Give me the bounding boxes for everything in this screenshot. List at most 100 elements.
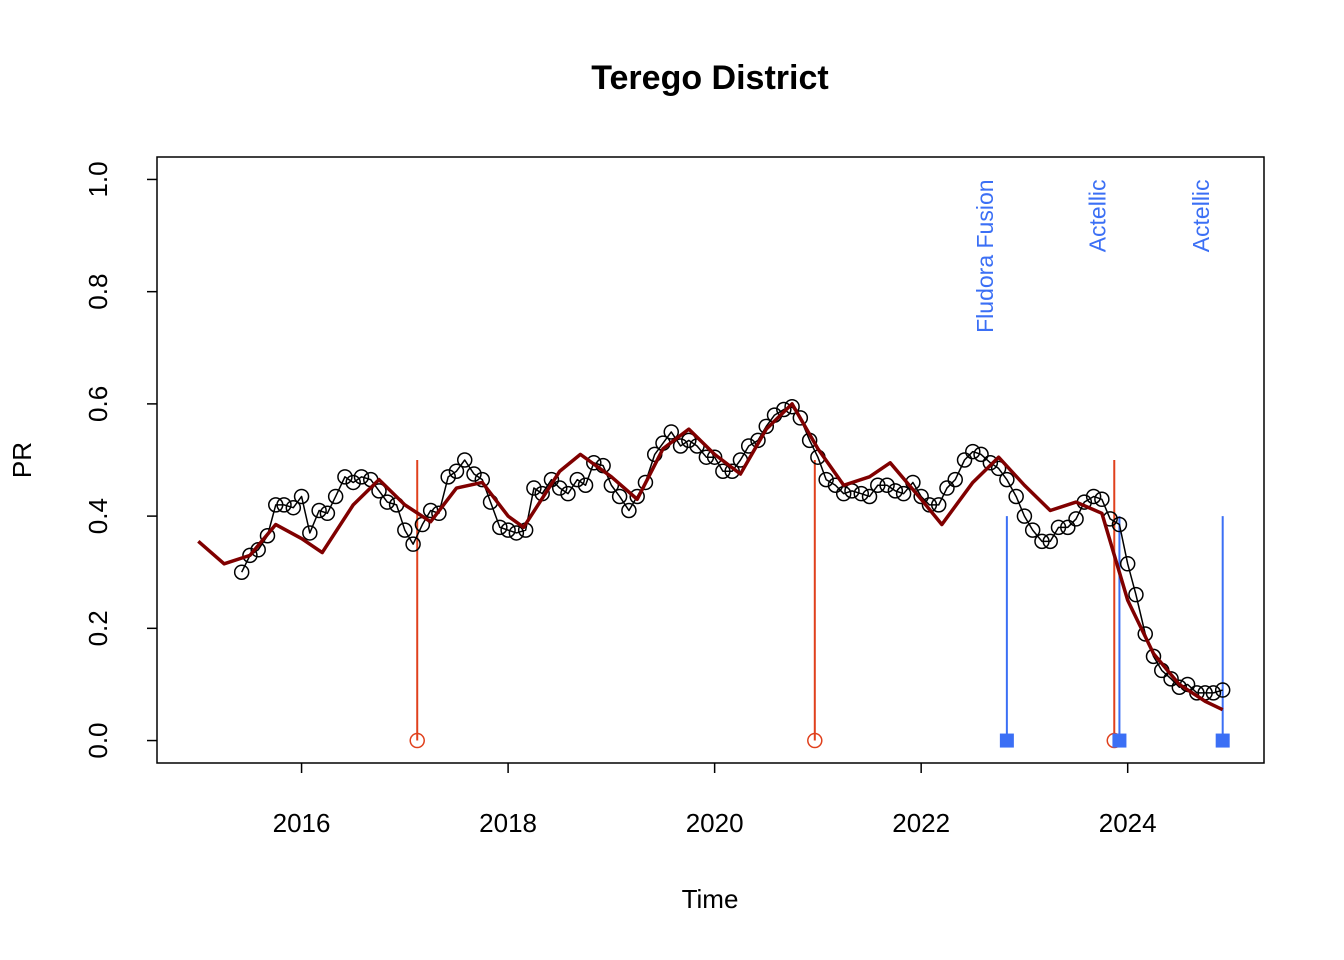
- data-point: [1119, 556, 1136, 572]
- data-point: [947, 471, 963, 488]
- data-point: [1205, 685, 1222, 701]
- data-point: [672, 438, 689, 454]
- data-point: [637, 474, 654, 491]
- y-tick-label: 0.8: [83, 274, 113, 310]
- data-point: [371, 483, 387, 499]
- data-point: [1024, 522, 1041, 538]
- data-point: [1060, 519, 1076, 536]
- data-point: [337, 469, 353, 485]
- data-point: [1085, 488, 1102, 505]
- data-point: [750, 432, 766, 449]
- data-point: [586, 455, 602, 471]
- data-point: [474, 471, 491, 488]
- data-point: [397, 522, 413, 538]
- x-tick-label: 2024: [1099, 808, 1157, 838]
- data-point: [259, 528, 276, 544]
- x-tick-label: 2018: [479, 808, 537, 838]
- y-axis-label: PR: [7, 442, 37, 478]
- data-point: [621, 502, 637, 519]
- data-point: [1008, 488, 1024, 505]
- data-point: [879, 477, 895, 493]
- data-point: [784, 398, 800, 415]
- event-marker: [1112, 733, 1127, 748]
- data-point: [1094, 491, 1110, 508]
- data-point: [250, 542, 266, 558]
- data-point: [973, 446, 989, 463]
- data-point: [526, 480, 542, 496]
- data-point: [861, 488, 878, 505]
- data-point: [560, 485, 576, 502]
- data-point: [353, 469, 370, 485]
- y-tick-label: 0.0: [83, 722, 113, 758]
- x-axis-label: Time: [682, 884, 739, 914]
- data-point: [706, 449, 723, 465]
- data-point: [887, 483, 904, 499]
- data-point: [242, 547, 258, 564]
- data-point: [895, 485, 912, 502]
- data-point: [345, 474, 361, 491]
- data-point: [1128, 586, 1144, 603]
- data-point: [792, 410, 809, 426]
- data-point: [1034, 533, 1050, 550]
- data-point: [448, 463, 465, 479]
- data-point: [327, 488, 344, 505]
- data-point: [990, 460, 1007, 477]
- data-point: [663, 424, 680, 440]
- data-point: [311, 502, 327, 519]
- data-point: [939, 480, 955, 496]
- data-point: [276, 497, 292, 513]
- data-point: [466, 466, 482, 482]
- y-tick-label: 0.2: [83, 610, 113, 646]
- data-point: [569, 471, 586, 488]
- data-point: [1137, 626, 1153, 642]
- data-point: [492, 519, 508, 536]
- data-point: [1050, 519, 1067, 536]
- y-tick-label: 1.0: [83, 161, 113, 197]
- data-point: [715, 463, 731, 479]
- data-point: [982, 455, 999, 471]
- x-tick-label: 2022: [892, 808, 950, 838]
- data-point: [293, 488, 310, 505]
- data-point: [681, 432, 697, 449]
- data-point: [500, 522, 516, 538]
- data-point: [965, 443, 981, 460]
- event-label: Actellic: [1188, 179, 1214, 252]
- data-point: [1042, 533, 1058, 550]
- data-point: [629, 488, 645, 505]
- data-point: [1016, 508, 1033, 524]
- y-tick-label: 0.4: [83, 498, 113, 534]
- event-marker: [807, 732, 823, 749]
- data-point: [930, 497, 947, 513]
- data-point: [853, 485, 870, 502]
- series-line: [241, 405, 1223, 694]
- data-point: [1111, 516, 1128, 533]
- event-marker: [1215, 733, 1230, 748]
- y-tick-label: 0.6: [83, 386, 113, 422]
- data-point: [302, 525, 318, 541]
- data-point: [956, 452, 973, 468]
- data-point: [577, 477, 594, 493]
- event-marker: [409, 732, 425, 749]
- data-point: [319, 505, 336, 522]
- event-label: Fludora Fusion: [972, 179, 998, 332]
- data-point: [508, 525, 525, 541]
- data-point: [379, 494, 396, 510]
- data-point: [1163, 671, 1179, 687]
- data-point: [285, 499, 302, 516]
- event-marker: [999, 733, 1014, 748]
- data-point: [1145, 648, 1162, 665]
- data-point: [999, 471, 1015, 488]
- data-point: [913, 488, 929, 505]
- x-tick-label: 2016: [273, 808, 331, 838]
- data-point: [611, 488, 628, 505]
- plot-frame: [156, 156, 1265, 764]
- data-point: [405, 536, 421, 552]
- data-point: [456, 452, 473, 468]
- series-line: [197, 402, 1224, 712]
- chart-title: Terego District: [591, 59, 828, 97]
- data-point: [870, 477, 886, 493]
- data-point: [776, 401, 792, 418]
- data-point: [551, 480, 568, 496]
- data-point: [431, 505, 447, 522]
